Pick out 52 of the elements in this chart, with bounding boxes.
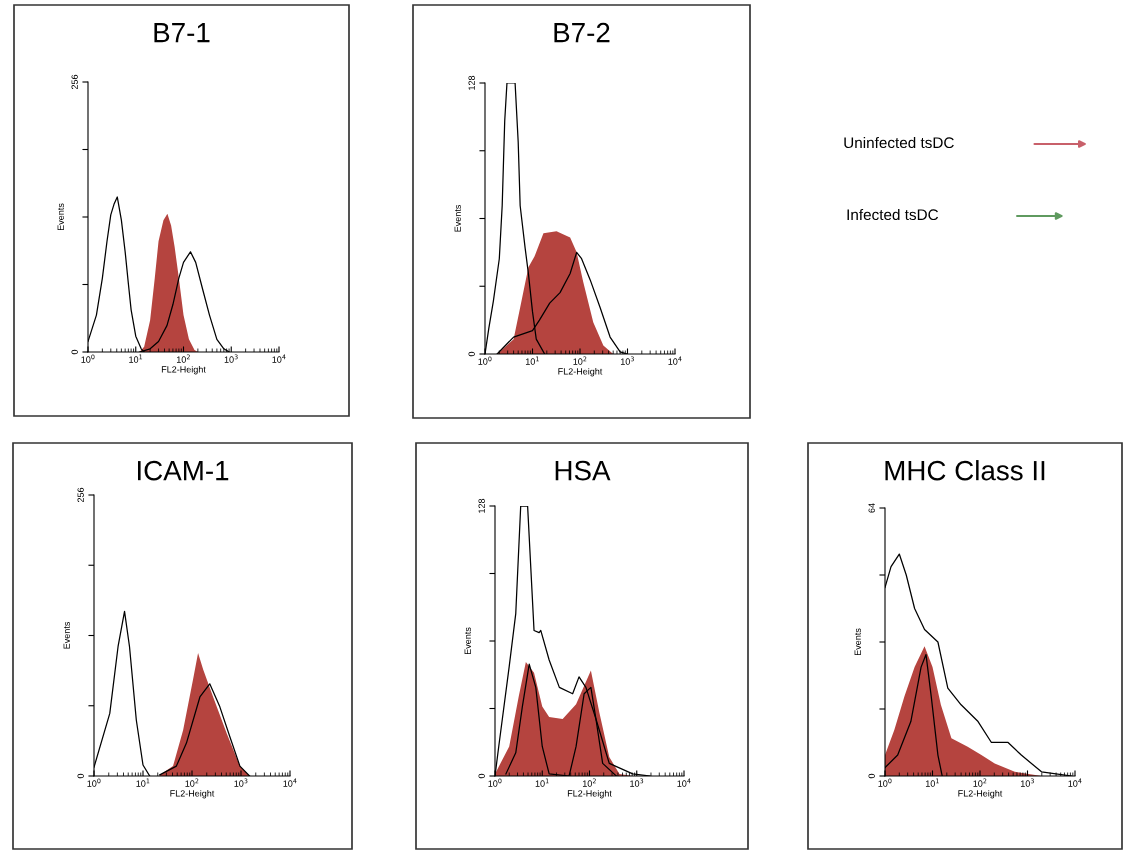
x-axis-title: FL2-Height	[958, 789, 1003, 799]
text: Uninfected tsDC	[844, 136, 954, 149]
x-axis-title: FL2-Height	[567, 789, 612, 799]
x-tick-label: 10$^{4}$	[1068, 778, 1082, 787]
y-tick-label: 256	[77, 487, 84, 503]
y-axis-title: Events	[464, 627, 471, 655]
x-tick-label: 10$^{0}$	[478, 356, 492, 365]
y-tick-label: 0	[71, 349, 78, 355]
x-tick-label: 10$^{1}$	[925, 778, 939, 787]
y-tick-label: 0	[478, 773, 485, 779]
x-tick-label: 10$^{0}$	[878, 778, 892, 787]
x-tick-label: 10$^{2}$	[573, 356, 587, 365]
x-tick-label: 10$^{2}$	[973, 778, 987, 787]
x-tick-label: 10$^{4}$	[677, 778, 691, 787]
x-tick-label: 10$^{2}$	[185, 778, 199, 787]
x-tick-label: 10$^{4}$	[668, 356, 682, 365]
x-tick-label: 10$^{4}$	[272, 354, 286, 363]
chart-title: B7-2	[554, 22, 610, 43]
y-tick-label: 0	[77, 773, 84, 779]
x-tick-label: 10$^{0}$	[488, 778, 502, 787]
x-tick-label: 10$^{3}$	[630, 778, 644, 787]
y-tick-label: 128	[478, 498, 485, 513]
chart-title: ICAM-1	[137, 460, 229, 481]
y-tick-label: 128	[468, 75, 475, 90]
y-tick-label: 256	[71, 74, 78, 90]
x-tick-label: 10$^{0}$	[81, 354, 95, 363]
x-tick-label: 10$^{1}$	[525, 356, 539, 365]
y-axis-title: Events	[454, 205, 461, 232]
y-axis-title: Events	[57, 203, 64, 231]
chart-title: HSA	[555, 460, 611, 481]
y-axis-title: Events	[854, 628, 861, 656]
x-tick-label: 10$^{4}$	[283, 778, 297, 787]
text: Infected tsDC	[847, 208, 939, 221]
x-tick-label: 10$^{2}$	[176, 354, 190, 363]
chart-title: B7-1	[154, 23, 210, 43]
x-tick-label: 10$^{1}$	[535, 778, 549, 787]
x-axis-title: FL2-Height	[170, 789, 215, 799]
x-tick-label: 10$^{3}$	[1020, 778, 1034, 787]
x-tick-label: 10$^{3}$	[620, 356, 634, 365]
x-tick-label: 10$^{2}$	[582, 778, 596, 787]
x-tick-label: 10$^{3}$	[224, 354, 238, 363]
y-axis-title: Events	[63, 622, 70, 649]
x-tick-label: 10$^{1}$	[129, 354, 143, 363]
y-tick-label: 64	[868, 503, 875, 513]
y-tick-label: 0	[468, 351, 475, 357]
x-tick-label: 10$^{0}$	[87, 778, 101, 787]
chart-title: MHC Class II	[885, 460, 1045, 481]
x-axis-title: FL2-Height	[558, 367, 603, 377]
y-tick-label: 0	[868, 773, 875, 779]
x-axis-title: FL2-Height	[161, 365, 206, 375]
x-tick-label: 10$^{1}$	[136, 778, 150, 787]
x-tick-label: 10$^{3}$	[234, 778, 248, 787]
